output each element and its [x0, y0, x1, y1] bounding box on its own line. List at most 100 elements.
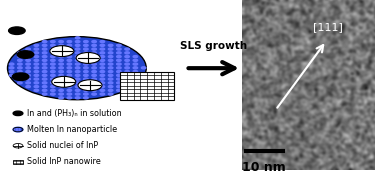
Circle shape — [34, 48, 39, 50]
Circle shape — [42, 86, 47, 88]
Circle shape — [92, 93, 96, 95]
Circle shape — [84, 89, 88, 91]
Circle shape — [117, 63, 121, 65]
Circle shape — [26, 86, 30, 88]
Text: SLS growth: SLS growth — [180, 41, 248, 51]
Circle shape — [75, 63, 80, 65]
Circle shape — [92, 44, 96, 46]
Circle shape — [92, 86, 96, 88]
Circle shape — [67, 78, 72, 80]
Circle shape — [42, 44, 47, 46]
Circle shape — [125, 59, 129, 61]
Circle shape — [75, 93, 80, 95]
Circle shape — [141, 67, 146, 69]
Circle shape — [51, 63, 55, 65]
Circle shape — [67, 86, 72, 88]
Circle shape — [42, 59, 47, 61]
Circle shape — [59, 71, 63, 73]
Circle shape — [9, 74, 14, 76]
Circle shape — [133, 78, 138, 80]
Text: Molten In nanoparticle: Molten In nanoparticle — [27, 125, 117, 134]
Circle shape — [75, 37, 80, 39]
Circle shape — [92, 74, 96, 76]
Circle shape — [42, 67, 47, 69]
Circle shape — [100, 40, 105, 43]
Circle shape — [76, 52, 100, 63]
Circle shape — [51, 52, 55, 54]
Circle shape — [42, 93, 47, 95]
Circle shape — [117, 78, 121, 80]
Circle shape — [34, 82, 39, 84]
Circle shape — [18, 67, 22, 69]
Circle shape — [108, 89, 113, 91]
Circle shape — [17, 51, 34, 58]
Circle shape — [51, 89, 55, 91]
Circle shape — [92, 82, 96, 84]
Circle shape — [84, 86, 88, 88]
Circle shape — [100, 63, 105, 65]
Circle shape — [34, 86, 39, 88]
Circle shape — [125, 74, 129, 76]
Circle shape — [100, 86, 105, 88]
Circle shape — [26, 74, 30, 76]
Circle shape — [67, 74, 72, 76]
Circle shape — [67, 44, 72, 46]
Circle shape — [34, 63, 39, 65]
Circle shape — [51, 59, 55, 61]
Circle shape — [59, 67, 63, 69]
Circle shape — [75, 52, 80, 54]
Circle shape — [67, 59, 72, 61]
Circle shape — [51, 74, 55, 76]
Circle shape — [75, 59, 80, 61]
Circle shape — [108, 74, 113, 76]
Circle shape — [125, 86, 129, 88]
Circle shape — [42, 56, 47, 58]
Circle shape — [117, 67, 121, 69]
Circle shape — [59, 56, 63, 58]
Circle shape — [59, 40, 63, 43]
Circle shape — [108, 93, 113, 95]
Circle shape — [18, 78, 22, 80]
Circle shape — [42, 89, 47, 91]
Circle shape — [92, 78, 96, 80]
Circle shape — [92, 63, 96, 65]
Text: Solid InP nanowire: Solid InP nanowire — [27, 157, 100, 166]
Circle shape — [84, 74, 88, 76]
Circle shape — [108, 82, 113, 84]
Circle shape — [9, 71, 14, 73]
Circle shape — [34, 71, 39, 73]
Circle shape — [34, 67, 39, 69]
Circle shape — [26, 67, 30, 69]
Circle shape — [117, 48, 121, 50]
Circle shape — [84, 82, 88, 84]
Circle shape — [67, 40, 72, 43]
Circle shape — [92, 71, 96, 73]
Circle shape — [108, 59, 113, 61]
Circle shape — [34, 59, 39, 61]
Circle shape — [133, 71, 138, 73]
Circle shape — [26, 78, 30, 80]
Circle shape — [100, 67, 105, 69]
Circle shape — [26, 82, 30, 84]
Circle shape — [92, 48, 96, 50]
Circle shape — [125, 71, 129, 73]
Circle shape — [133, 59, 138, 61]
Circle shape — [125, 52, 129, 54]
Circle shape — [133, 63, 138, 65]
Circle shape — [75, 97, 80, 99]
Circle shape — [117, 86, 121, 88]
Circle shape — [117, 59, 121, 61]
Circle shape — [18, 56, 22, 58]
Circle shape — [42, 52, 47, 54]
Circle shape — [75, 86, 80, 88]
Circle shape — [67, 67, 72, 69]
Circle shape — [42, 74, 47, 76]
Circle shape — [42, 63, 47, 65]
Circle shape — [92, 40, 96, 43]
Circle shape — [84, 67, 88, 69]
Circle shape — [59, 86, 63, 88]
Circle shape — [133, 67, 138, 69]
Circle shape — [26, 56, 30, 58]
Circle shape — [117, 52, 121, 54]
Circle shape — [59, 93, 63, 95]
